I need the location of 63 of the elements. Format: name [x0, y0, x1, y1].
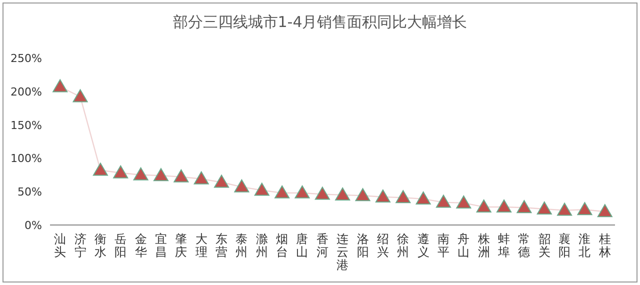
point [536, 201, 552, 214]
point [597, 204, 612, 218]
point [194, 171, 209, 184]
x-tick-label: 蚌埠 [497, 232, 510, 259]
y-tick-label: 150% [10, 118, 42, 132]
y-tick-label: 100% [10, 152, 42, 166]
chart-title: 部分三四线城市1-4月销售面积同比大幅增长 [172, 13, 468, 31]
y-tick-label: 0% [24, 219, 42, 232]
point [274, 185, 290, 198]
point [294, 185, 310, 198]
x-tick-label: 连云港 [336, 232, 349, 272]
x-tick-label: 济宁 [74, 232, 86, 259]
x-tick-label: 襄阳 [558, 232, 571, 259]
point [355, 188, 370, 202]
point [254, 182, 270, 196]
x-tick-label: 绍兴 [376, 232, 389, 259]
x-tick-label: 南平 [437, 232, 450, 259]
point [153, 168, 168, 182]
x-tick-label: 舟山 [458, 232, 470, 259]
x-tick-label: 烟台 [276, 232, 288, 259]
point [416, 191, 431, 204]
x-tick-label: 徐州 [397, 232, 410, 259]
x-tick-label: 滁州 [256, 232, 268, 259]
x-tick-label: 肇庆 [175, 232, 188, 259]
x-tick-label: 金华 [134, 232, 147, 259]
point [72, 89, 88, 102]
x-tick-label: 岳阳 [114, 232, 127, 259]
point [92, 162, 108, 176]
x-tick-label: 大理 [195, 232, 208, 259]
point [314, 186, 330, 200]
point [52, 79, 68, 92]
x-tick-label: 香河 [316, 232, 328, 259]
x-tick-label: 泰州 [236, 232, 248, 259]
point [516, 200, 532, 214]
point [396, 190, 411, 204]
point [577, 202, 592, 216]
point [375, 189, 390, 202]
point [174, 169, 189, 182]
point [496, 199, 512, 212]
x-tick-label: 株洲 [476, 232, 490, 259]
x-tick-label: 汕头 [54, 232, 66, 259]
point [456, 195, 472, 208]
x-tick-label: 东营 [216, 232, 228, 259]
point [133, 167, 148, 180]
point [214, 174, 230, 188]
x-tick-label: 遵义 [417, 232, 430, 259]
x-tick-label: 韶关 [538, 232, 550, 259]
y-tick-label: 200% [10, 85, 42, 98]
point [335, 187, 350, 200]
x-tick-label: 淮北 [578, 232, 591, 259]
x-tick-label: 桂林 [598, 232, 611, 259]
point [234, 179, 250, 192]
x-tick-label: 衡水 [94, 232, 106, 259]
point [476, 199, 492, 212]
x-tick-label: 常德 [518, 232, 530, 259]
x-tick-label: 唐山 [296, 232, 308, 259]
point [436, 194, 451, 208]
x-tick-label: 宜昌 [154, 232, 167, 259]
point [557, 202, 572, 216]
x-tick-label: 洛阳 [356, 232, 369, 259]
y-tick-label: 250% [10, 52, 42, 65]
point [113, 165, 128, 178]
y-tick-label: 50% [18, 186, 42, 199]
